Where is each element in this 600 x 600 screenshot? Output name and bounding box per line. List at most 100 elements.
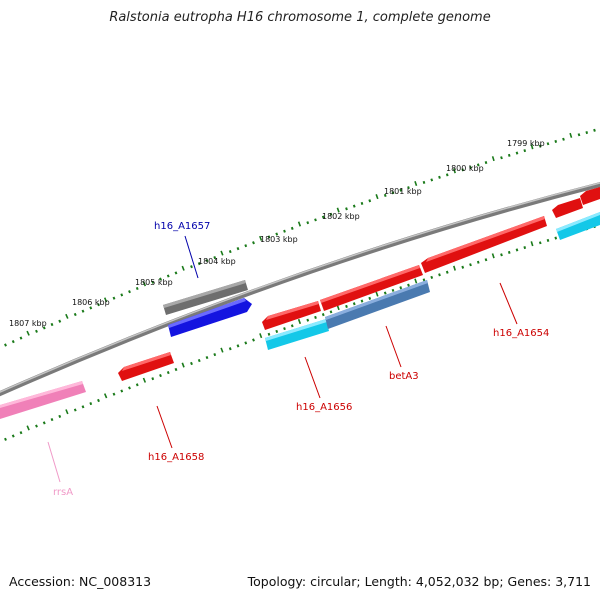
ruler-minor-tick bbox=[360, 299, 364, 303]
ruler-major-tick bbox=[491, 156, 495, 162]
ruler-minor-tick bbox=[422, 278, 426, 282]
gene-label-h16-A1658[interactable]: h16_A1658 bbox=[148, 452, 204, 463]
ruler-minor-tick bbox=[461, 265, 465, 269]
gene-h16-A1656-red[interactable] bbox=[262, 301, 321, 330]
ruler-minor-tick bbox=[430, 275, 434, 279]
ruler-minor-tick bbox=[283, 229, 286, 233]
kbp-label-1799: 1799 kbp bbox=[507, 139, 545, 148]
ruler-minor-tick bbox=[50, 322, 54, 327]
ruler-minor-tick bbox=[399, 188, 403, 192]
gene-betA3[interactable] bbox=[325, 280, 430, 329]
ruler-minor-tick bbox=[19, 336, 23, 340]
ruler-minor-tick bbox=[507, 250, 511, 254]
gene-label-h16-A1654[interactable]: h16_A1654 bbox=[493, 328, 549, 339]
gene-label-betA3[interactable]: betA3 bbox=[389, 371, 419, 382]
kbp-label-1800: 1800 kbp bbox=[446, 164, 484, 173]
gene-label-h16-A1656[interactable]: h16_A1656 bbox=[296, 402, 352, 413]
ruler-minor-tick bbox=[174, 367, 178, 372]
ruler-minor-tick bbox=[500, 156, 503, 160]
ruler-minor-tick bbox=[252, 241, 255, 245]
ruler-minor-tick bbox=[484, 160, 488, 165]
ruler-major-tick bbox=[491, 253, 495, 259]
genome-summary-text: Topology: circular; Length: 4,052,032 bp… bbox=[247, 574, 591, 589]
ruler-minor-tick bbox=[306, 221, 310, 225]
ruler-major-tick bbox=[181, 265, 185, 271]
gene-cyan-edge[interactable] bbox=[556, 212, 600, 240]
gene-label-rrsA[interactable]: rrsA bbox=[53, 487, 73, 498]
ruler-minor-tick bbox=[89, 402, 93, 406]
accession-text: Accession: NC_008313 bbox=[9, 574, 152, 589]
gene-label-h16-A1657[interactable]: h16_A1657 bbox=[154, 221, 210, 232]
ruler-minor-tick bbox=[151, 377, 155, 381]
ruler-minor-tick bbox=[35, 424, 38, 428]
gene-h16-A1656[interactable] bbox=[265, 319, 329, 350]
ruler-minor-tick bbox=[205, 259, 209, 263]
ruler-minor-tick bbox=[112, 392, 116, 396]
ruler-minor-tick bbox=[585, 131, 589, 135]
ruler-major-tick bbox=[181, 362, 185, 368]
ruler-minor-tick bbox=[135, 383, 139, 387]
ruler-minor-tick bbox=[438, 175, 441, 179]
ruler-minor-tick bbox=[562, 137, 565, 141]
ruler-minor-tick bbox=[97, 398, 100, 403]
chromosome-backbone bbox=[0, 181, 600, 397]
ruler-minor-tick bbox=[4, 343, 7, 347]
ruler-minor-tick bbox=[58, 414, 62, 418]
ruler-minor-tick bbox=[4, 437, 7, 441]
leader-line-betA3 bbox=[385, 325, 402, 368]
outer-kbp-ruler bbox=[4, 128, 596, 347]
ruler-minor-tick bbox=[329, 212, 333, 216]
ruler-minor-tick bbox=[500, 253, 503, 257]
gene-rrsA[interactable] bbox=[0, 381, 86, 419]
ruler-minor-tick bbox=[190, 361, 193, 366]
gene-red-a[interactable] bbox=[320, 265, 423, 311]
ruler-minor-tick bbox=[151, 280, 155, 284]
ruler-major-tick bbox=[453, 265, 456, 271]
ruler-minor-tick bbox=[58, 319, 62, 323]
gene-gray[interactable] bbox=[163, 280, 248, 315]
ruler-minor-tick bbox=[484, 258, 488, 262]
gene-h16-A1658[interactable] bbox=[118, 352, 174, 381]
ruler-minor-tick bbox=[445, 270, 449, 274]
kbp-label-1805: 1805 kbp bbox=[135, 278, 173, 287]
ruler-minor-tick bbox=[267, 332, 271, 336]
ruler-minor-tick bbox=[461, 168, 465, 172]
gene-h16-A1654[interactable] bbox=[421, 216, 547, 273]
leader-line-h16-A1657 bbox=[184, 235, 199, 279]
ruler-minor-tick bbox=[476, 163, 480, 167]
leader-line-h16-A1658 bbox=[156, 405, 173, 449]
gene-red-edge-1[interactable] bbox=[552, 198, 583, 218]
ruler-major-tick bbox=[569, 132, 573, 138]
ruler-minor-tick bbox=[445, 173, 449, 177]
ruler-major-tick bbox=[103, 393, 108, 399]
leader-line-rrsA bbox=[47, 441, 61, 483]
ruler-major-tick bbox=[297, 318, 302, 325]
ruler-minor-tick bbox=[523, 246, 527, 250]
ruler-minor-tick bbox=[252, 338, 255, 342]
ruler-minor-tick bbox=[228, 347, 232, 351]
ruler-minor-tick bbox=[283, 327, 286, 331]
ruler-minor-tick bbox=[345, 207, 348, 211]
ruler-minor-tick bbox=[236, 247, 240, 251]
ruler-minor-tick bbox=[538, 241, 542, 245]
ruler-major-tick bbox=[530, 144, 534, 150]
ruler-major-tick bbox=[336, 207, 340, 213]
ruler-minor-tick bbox=[190, 265, 193, 269]
chromosome-backbone-highlight bbox=[0, 182, 600, 393]
ruler-major-tick bbox=[375, 291, 379, 297]
ruler-minor-tick bbox=[593, 128, 596, 132]
ruler-minor-tick bbox=[321, 215, 325, 219]
kbp-label-1806: 1806 kbp bbox=[72, 298, 110, 307]
kbp-label-1802: 1802 kbp bbox=[322, 212, 360, 221]
gene-h16-A1657[interactable] bbox=[168, 298, 252, 337]
ruler-minor-tick bbox=[135, 286, 139, 291]
ruler-minor-tick bbox=[546, 142, 550, 146]
ruler-minor-tick bbox=[515, 151, 519, 155]
kbp-label-1804: 1804 kbp bbox=[198, 257, 236, 266]
ruler-major-tick bbox=[103, 297, 108, 303]
ruler-minor-tick bbox=[383, 193, 387, 198]
ruler-minor-tick bbox=[213, 353, 217, 357]
ruler-minor-tick bbox=[97, 303, 100, 307]
ruler-minor-tick bbox=[236, 344, 240, 348]
gene-red-edge-2[interactable] bbox=[580, 187, 600, 205]
